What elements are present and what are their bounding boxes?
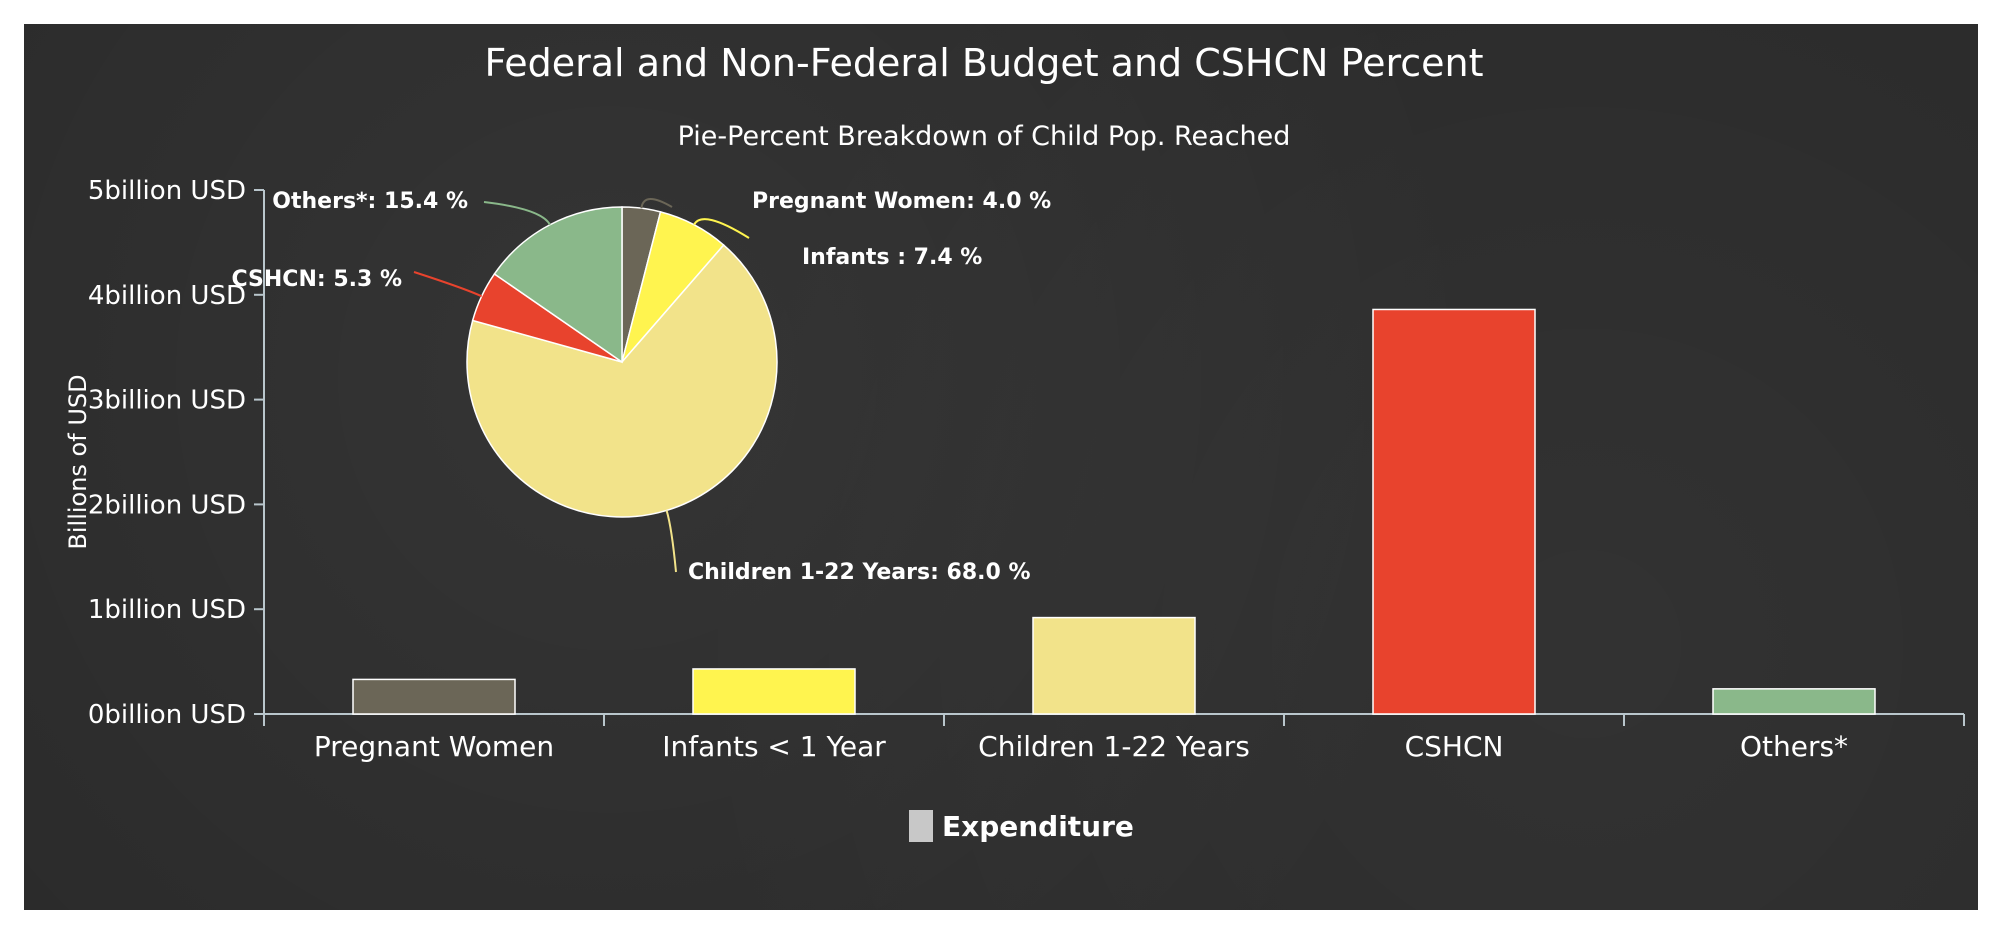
pie-leader-line [693,218,750,239]
legend[interactable]: Expenditure [909,810,1134,843]
bar-3 [1032,616,1196,715]
x-tick-label: Children 1-22 Years [978,730,1250,763]
y-tick-label: 0billion USD [88,700,246,730]
bar-5 [1712,688,1876,715]
y-tick-label: 1billion USD [88,595,246,625]
x-tick-label: Infants < 1 Year [662,730,886,763]
chart-subtitle: Pie-Percent Breakdown of Child Pop. Reac… [678,121,1291,152]
x-tick-label: Others* [1740,730,1848,763]
pie-label-5: Others*: 15.4 % [272,189,468,214]
pie-leader-line [640,197,673,209]
pie-slice-5 [493,206,623,364]
pie-leader-line [665,510,677,573]
legend-label-expenditure: Expenditure [942,810,1134,843]
x-tick-label: Pregnant Women [314,730,554,763]
y-tick-label: 4billion USD [88,281,246,311]
chart-svg: Federal and Non-Federal Budget and CSHCN… [64,41,1965,843]
pie-label-2: Infants : 7.4 % [802,245,982,270]
pie-label-1: Pregnant Women: 4.0 % [752,189,1051,214]
pie-leader-line [413,271,483,298]
y-axis-label: Billions of USD [64,374,92,549]
chart-title: Federal and Non-Federal Budget and CSHCN… [484,41,1483,85]
y-tick-label: 2billion USD [88,490,246,520]
y-tick-label: 5billion USD [88,176,246,206]
pie-leader-line [483,201,551,226]
pie-label-4: CSHCN: 5.3 % [232,267,403,292]
bar-4 [1372,308,1536,715]
legend-swatch-expenditure [909,810,933,842]
pie-group: Pregnant Women: 4.0 % Infants : 7.4 % Chil… [232,189,1052,585]
bar-2 [692,668,856,715]
chart-board: Federal and Non-Federal Budget and CSHCN… [24,24,1978,910]
y-tick-label: 3billion USD [88,386,246,416]
axes: 0billion USD 1billion USD 2billion USD 3bil… [88,176,1965,730]
x-tick-label: CSHCN [1405,730,1504,763]
pie-label-3: Children 1-22 Years: 68.0 % [688,560,1031,585]
bars-group: Pregnant Women Infants < 1 Year Children 1… [314,308,1876,763]
bar-1 [352,678,516,715]
